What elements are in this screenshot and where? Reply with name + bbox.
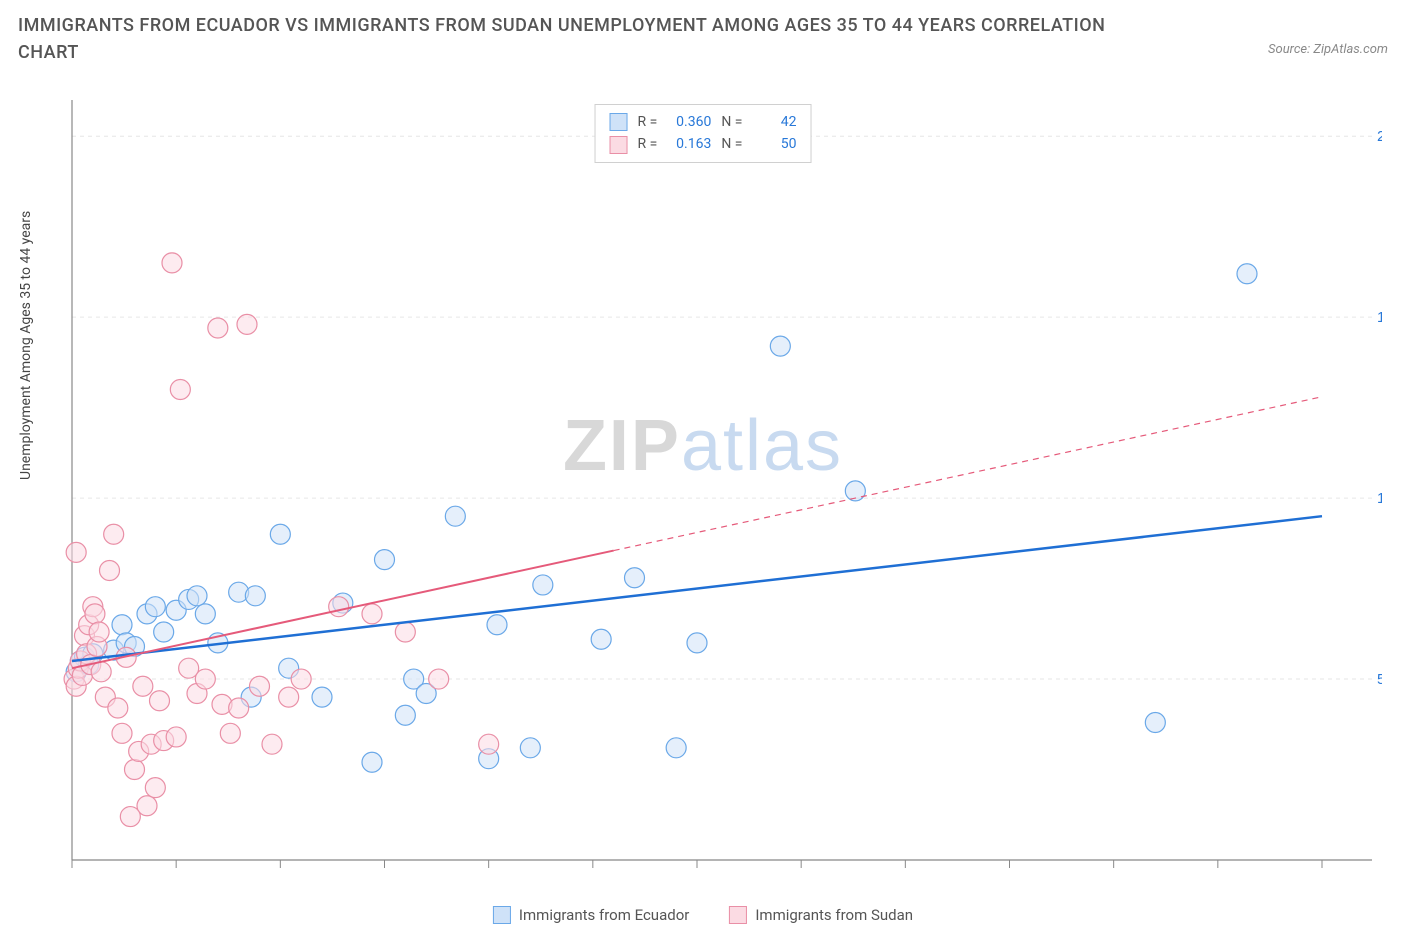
stats-legend: R = 0.360 N = 42 R = 0.163 N = 50	[595, 104, 812, 163]
swatch-sudan	[729, 906, 747, 924]
r-label: R =	[638, 111, 658, 133]
legend-item-sudan: Immigrants from Sudan	[729, 906, 913, 924]
swatch-ecuador	[493, 906, 511, 924]
r-value-ecuador: 0.360	[667, 111, 711, 133]
n-value-ecuador: 42	[752, 111, 796, 133]
stats-row-ecuador: R = 0.360 N = 42	[610, 111, 797, 133]
n-value-sudan: 50	[752, 133, 796, 155]
n-label: N =	[721, 111, 742, 133]
r-value-sudan: 0.163	[667, 133, 711, 155]
svg-text:20.0%: 20.0%	[1377, 128, 1382, 145]
stats-row-sudan: R = 0.163 N = 50	[610, 133, 797, 155]
svg-text:10.0%: 10.0%	[1377, 490, 1382, 507]
legend-label-ecuador: Immigrants from Ecuador	[519, 906, 689, 924]
swatch-sudan	[610, 136, 628, 154]
chart-area: 5.0%10.0%15.0%20.0%0.0%30.0%	[62, 100, 1382, 870]
legend-label-sudan: Immigrants from Sudan	[755, 906, 913, 924]
scatter-chart: 5.0%10.0%15.0%20.0%0.0%30.0%	[62, 100, 1382, 870]
r-label: R =	[638, 133, 658, 155]
y-axis-label: Unemployment Among Ages 35 to 44 years	[18, 211, 34, 480]
svg-text:15.0%: 15.0%	[1377, 309, 1382, 326]
swatch-ecuador	[610, 113, 628, 131]
n-label: N =	[721, 133, 742, 155]
source-label: Source: ZipAtlas.com	[1268, 42, 1388, 57]
chart-title: IMMIGRANTS FROM ECUADOR VS IMMIGRANTS FR…	[18, 12, 1118, 66]
bottom-legend: Immigrants from Ecuador Immigrants from …	[493, 906, 913, 924]
svg-text:5.0%: 5.0%	[1377, 671, 1382, 688]
legend-item-ecuador: Immigrants from Ecuador	[493, 906, 689, 924]
